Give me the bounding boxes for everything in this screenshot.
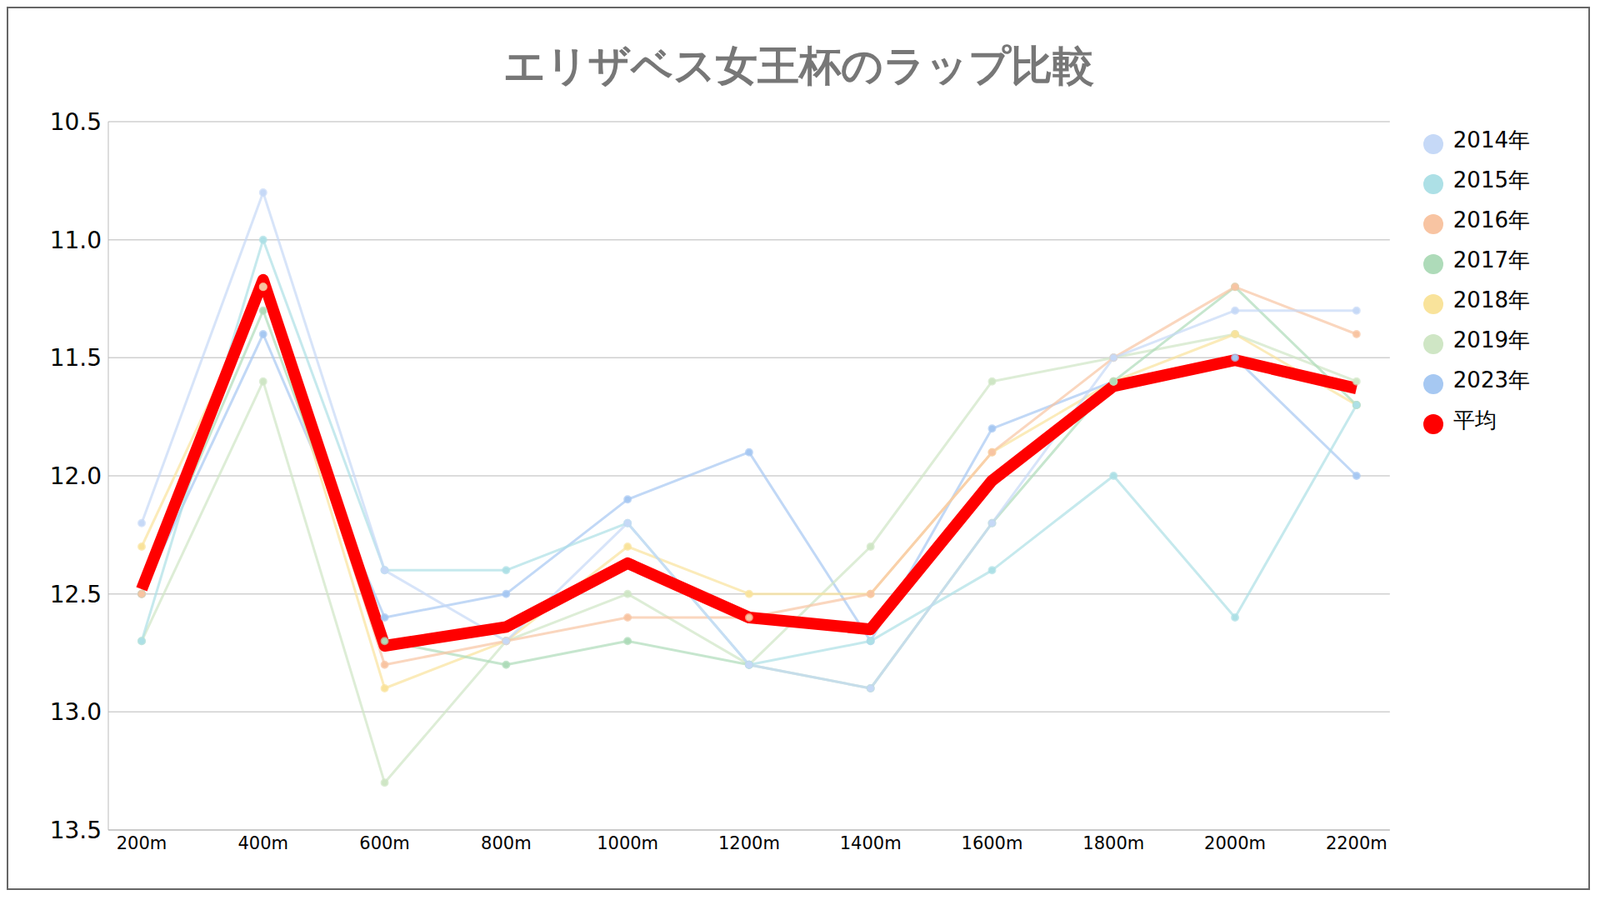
svg-text:12.5: 12.5 [50, 580, 102, 609]
svg-text:1800m: 1800m [1082, 833, 1145, 854]
svg-text:11.5: 11.5 [50, 344, 102, 372]
html-text:2019年: 2019年 [1453, 327, 1530, 353]
svg-text:2200m: 2200m [1325, 833, 1388, 854]
svg-text:13.5: 13.5 [50, 816, 102, 845]
html-text:エリザベス女王杯のラップ比較: エリザベス女王杯のラップ比較 [502, 41, 1094, 90]
svg-text:400m: 400m [238, 833, 290, 854]
svg-text:800m: 800m [480, 833, 532, 854]
html-text:2016年: 2016年 [1453, 207, 1530, 233]
svg-text:13.0: 13.0 [50, 698, 102, 726]
svg-text:2000m: 2000m [1204, 833, 1266, 854]
svg-text:1600m: 1600m [961, 833, 1024, 854]
svg-text:11.0: 11.0 [50, 226, 102, 255]
svg-text:1000m: 1000m [596, 833, 659, 854]
html-text:2023年: 2023年 [1453, 367, 1530, 393]
svg-text:600m: 600m [359, 833, 410, 854]
html-text:2018年: 2018年 [1453, 287, 1530, 313]
svg-text:1200m: 1200m [718, 833, 780, 854]
svg-text:1400m: 1400m [840, 833, 902, 854]
svg-text:10.5: 10.5 [50, 108, 102, 136]
html-text:2017年: 2017年 [1453, 247, 1530, 273]
svg-text:200m: 200m [116, 833, 168, 854]
svg-text:12.0: 12.0 [50, 462, 102, 490]
html-text:2014年: 2014年 [1453, 127, 1530, 153]
html-text:2015年: 2015年 [1453, 167, 1530, 193]
html-text:平均: 平均 [1453, 407, 1497, 433]
